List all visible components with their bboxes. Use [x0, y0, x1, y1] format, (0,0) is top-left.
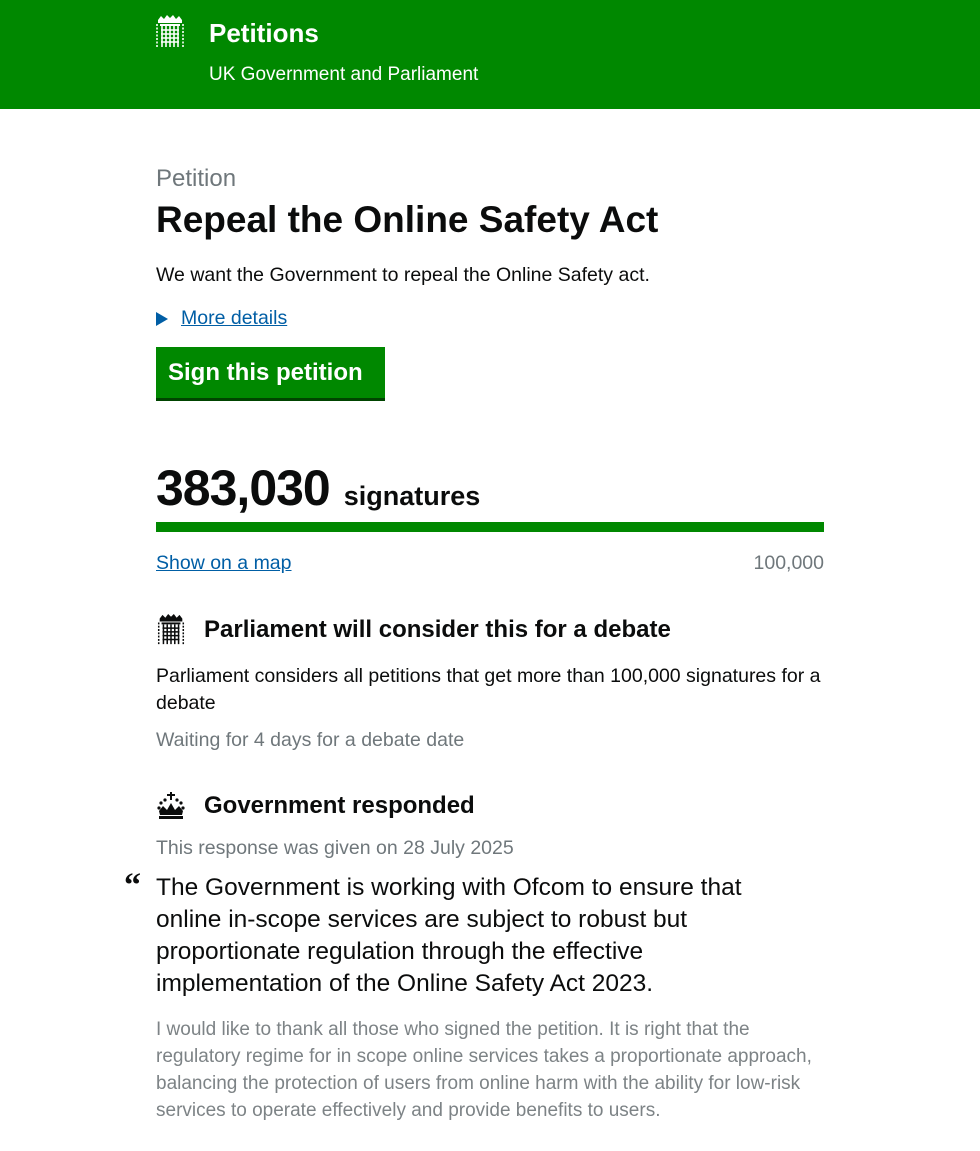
debate-text: Parliament considers all petitions that …: [156, 665, 821, 714]
show-map-link[interactable]: Show on a map: [156, 552, 292, 574]
debate-heading-row: Parliament will consider this for a deba…: [156, 613, 671, 647]
crown-icon: [157, 792, 185, 819]
more-details-toggle[interactable]: More details: [156, 307, 287, 330]
site-subtitle: UK Government and Parliament: [209, 64, 479, 85]
portcullis-icon: [157, 613, 185, 646]
more-details-link[interactable]: More details: [181, 307, 288, 329]
response-summary: The Government is working with Ofcom to …: [156, 874, 742, 997]
debate-status: Waiting for 4 days for a debate date: [156, 729, 465, 751]
petition-summary: We want the Government to repeal the Onl…: [156, 264, 650, 286]
threshold-label: 100,000: [753, 552, 825, 574]
page-caption: Petition: [156, 165, 237, 192]
response-body: I would like to thank all those who sign…: [156, 1019, 812, 1121]
triangle-right-icon: [156, 311, 168, 326]
debate-heading: Parliament will consider this for a deba…: [204, 616, 671, 643]
signature-count: 383,030 signatures: [156, 459, 480, 517]
site-title[interactable]: Petitions: [209, 18, 319, 48]
portcullis-icon[interactable]: [155, 14, 185, 50]
progress-fill: [156, 522, 824, 532]
response-heading-row: Government responded: [156, 791, 475, 821]
sign-petition-button[interactable]: Sign this petition: [156, 347, 385, 401]
signature-label: signatures: [343, 481, 481, 511]
page-title: Repeal the Online Safety Act: [156, 199, 659, 240]
response-date: This response was given on 28 July 2025: [156, 837, 514, 859]
response-summary-quote: “ The Government is working with Ofcom t…: [124, 869, 796, 1000]
signature-progress-bar: [156, 522, 824, 532]
quote-mark: “: [124, 867, 141, 904]
site-header: Petitions UK Government and Parliament: [0, 0, 980, 109]
signature-number: 383,030: [156, 460, 331, 516]
response-heading: Government responded: [204, 792, 475, 819]
